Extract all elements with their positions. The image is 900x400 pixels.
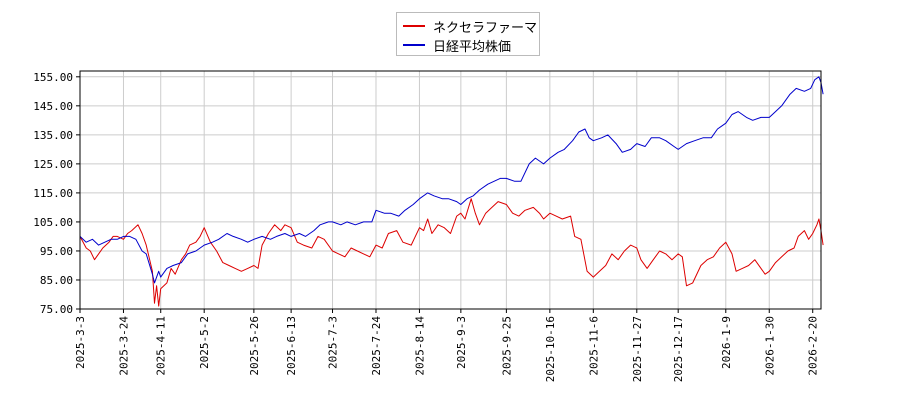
x-tick-label: 2025-9-3 <box>455 316 468 369</box>
series-line-nxera <box>79 198 824 307</box>
x-tick-label: 2025-12-17 <box>672 316 685 382</box>
x-tick-label: 2025-3-3 <box>74 316 87 369</box>
y-tick-label: 105.00 <box>33 216 73 229</box>
x-tick-label: 2025-11-6 <box>587 316 600 376</box>
y-tick-label: 125.00 <box>33 158 73 171</box>
x-tick-label: 2026-1-30 <box>763 316 776 376</box>
legend-swatch-blue <box>403 44 425 46</box>
y-tick-label: 135.00 <box>33 129 73 142</box>
plot-frame <box>79 70 822 310</box>
legend: ネクセラファーマ 日経平均株価 <box>396 12 540 56</box>
x-tick-label: 2026-1-9 <box>720 316 733 369</box>
grid <box>79 71 821 310</box>
x-tick-label: 2025-6-13 <box>285 316 298 376</box>
x-tick-label: 2025-5-2 <box>198 316 211 369</box>
y-tick-label: 115.00 <box>33 187 73 200</box>
series-lines <box>79 76 824 307</box>
legend-swatch-red <box>403 25 425 27</box>
y-tick-label: 85.00 <box>40 274 73 287</box>
y-tick-label: 95.00 <box>40 245 73 258</box>
x-tick-label: 2025-9-25 <box>500 316 513 376</box>
x-tick-label: 2025-5-26 <box>248 316 261 376</box>
x-tick-label: 2025-11-27 <box>631 316 644 382</box>
x-tick-label: 2025-8-14 <box>413 316 426 376</box>
y-axis-ticks: 75.00 85.00 95.00 105.00 115.00 125.00 135.00 1… <box>33 71 80 316</box>
x-tick-label: 2026-2-20 <box>807 316 820 376</box>
y-tick-label: 155.00 <box>33 71 73 84</box>
x-axis-ticks: 2025-3-3 2025-3-24 2025-4-11 2025-5-2 2025-5… <box>74 309 820 382</box>
x-tick-label: 2025-3-24 <box>117 316 130 376</box>
y-tick-label: 145.00 <box>33 100 73 113</box>
legend-item-nxera: ネクセラファーマ <box>403 17 538 36</box>
x-tick-label: 2025-10-16 <box>544 316 557 382</box>
x-tick-label: 2025-4-11 <box>155 316 168 376</box>
series-line-nikkei <box>79 76 824 284</box>
y-tick-label: 75.00 <box>40 303 73 316</box>
legend-label: 日経平均株価 <box>433 39 512 55</box>
x-tick-label: 2025-7-24 <box>370 316 383 376</box>
x-tick-label: 2025-7-3 <box>327 316 340 369</box>
legend-item-nikkei: 日経平均株価 <box>403 36 512 55</box>
legend-label: ネクセラファーマ <box>433 20 538 36</box>
